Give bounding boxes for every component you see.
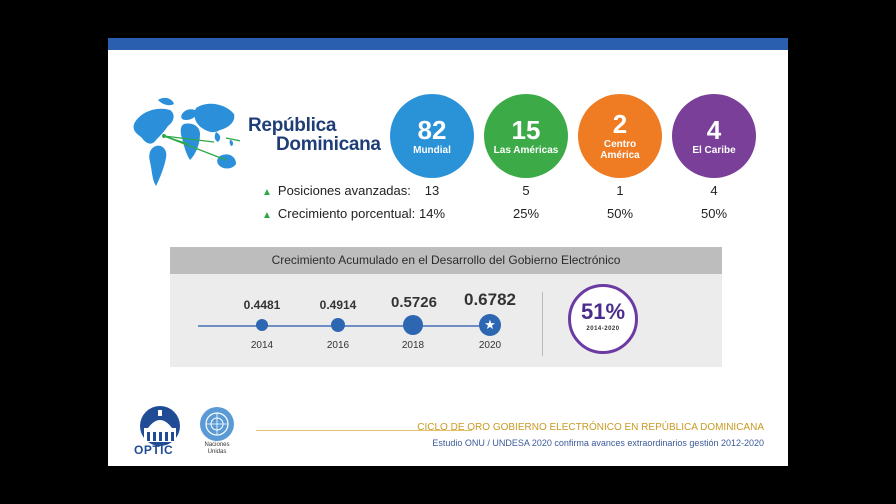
un-logo-icon [200, 407, 234, 441]
ranking-number: 15 [511, 114, 541, 145]
growth-value-centro-america: 50% [606, 206, 634, 221]
ranking-number: 2 [612, 109, 628, 139]
ranking-circle-americas: 15 Las Américas [480, 90, 568, 178]
timeline-value-2018: 0.5726 [391, 294, 437, 311]
ranking-label: Mundial [413, 144, 451, 156]
timeline-year: 2016 [326, 340, 350, 351]
growth-value-americas: 25% [512, 206, 540, 221]
ranking-circle-caribe: 4 El Caribe [668, 90, 756, 178]
un-logo-text: Naciones Unidas [204, 442, 230, 455]
panel-title: Crecimiento Acumulado en el Desarrollo d… [170, 247, 722, 274]
panel-divider [542, 292, 543, 356]
country-title-line2: Dominicana [276, 134, 381, 155]
top-accent-bar [108, 38, 788, 50]
footer-subtitle: Estudio ONU / UNDESA 2020 confirma avanc… [432, 438, 764, 448]
timeline-value-2016: 0.4914 [319, 298, 357, 312]
ranking-circle-centro-america: 2 Centro América [574, 90, 662, 178]
timeline-year: 2014 [250, 340, 274, 351]
timeline-value-2014: 0.4481 [243, 298, 281, 312]
country-title: República Dominicana [248, 116, 381, 154]
positions-row-label: ▲ Posiciones avanzadas: [262, 183, 411, 198]
timeline-value-2020: 0.6782 [464, 290, 516, 309]
country-title-line1: República [248, 115, 337, 136]
optic-logo-text: OPTIC [134, 443, 174, 457]
world-map-icon [133, 97, 240, 186]
timeline-dot-2020: ★ [479, 314, 501, 336]
footer-title: CICLO DE ORO GOBIERNO ELECTRÓNICO EN REP… [417, 422, 764, 433]
timeline-dot-2018 [403, 315, 423, 335]
slide: República Dominicana 82 Mundial 15 Las A… [108, 38, 788, 466]
growth-panel: Crecimiento Acumulado en el Desarrollo d… [170, 247, 722, 367]
optic-logo-icon [140, 406, 180, 446]
timeline-dot-2016 [331, 318, 345, 332]
timeline-dot-2014 [256, 319, 268, 331]
growth-percent-ring: 51% 2014-2020 [568, 284, 638, 354]
arrow-up-icon: ▲ [262, 187, 272, 198]
ranking-label: El Caribe [692, 144, 736, 156]
footer-divider [256, 430, 472, 431]
ranking-label-line2: América [600, 150, 640, 161]
star-icon: ★ [484, 317, 496, 332]
growth-range: 2014-2020 [586, 326, 620, 332]
timeline-year: 2020 [478, 340, 502, 351]
growth-value-caribe: 50% [700, 206, 728, 221]
growth-row-label: ▲ Crecimiento porcentual: [262, 206, 416, 221]
timeline-year: 2018 [401, 340, 425, 351]
positions-value-americas: 5 [522, 183, 530, 198]
ranking-circle-mundial: 82 Mundial [386, 90, 474, 178]
ranking-number: 82 [417, 114, 447, 145]
positions-value-mundial: 13 [424, 183, 440, 198]
growth-percent: 51% [580, 299, 626, 324]
growth-value-mundial: 14% [418, 206, 446, 221]
ranking-label: Las Américas [493, 144, 559, 156]
ranking-number: 4 [706, 114, 722, 145]
arrow-up-icon: ▲ [262, 210, 272, 221]
ranking-label-line1: Centro [603, 139, 637, 150]
positions-value-centro-america: 1 [616, 183, 624, 198]
positions-value-caribe: 4 [710, 183, 718, 198]
